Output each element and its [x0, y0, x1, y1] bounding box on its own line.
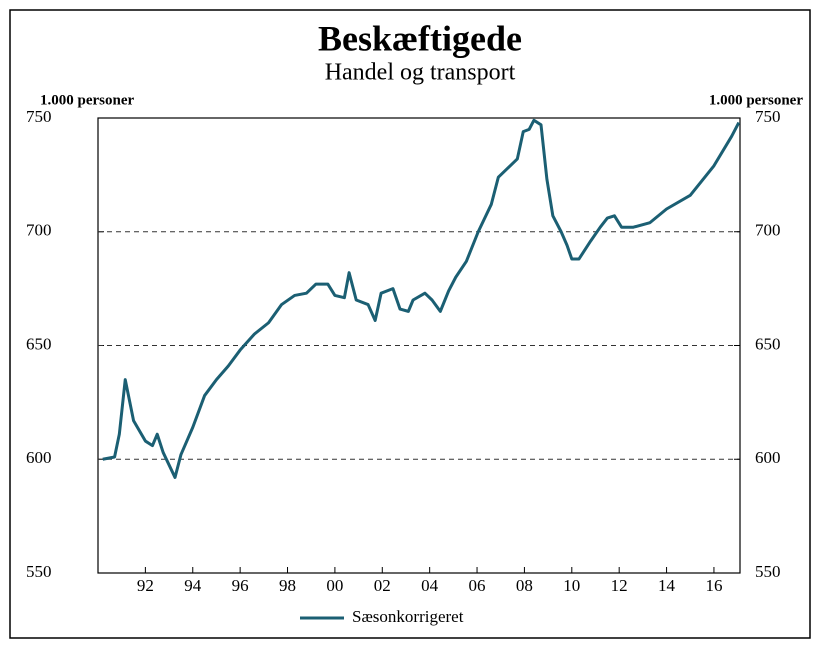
series-line	[102, 118, 741, 479]
x-tick-label: 02	[374, 576, 391, 595]
legend-label: Sæsonkorrigeret	[352, 607, 464, 626]
x-tick-label: 92	[137, 576, 154, 595]
y2-tick-label: 650	[755, 334, 781, 353]
y-tick-label: 600	[26, 448, 52, 467]
y2-tick-label: 550	[755, 562, 781, 581]
y-tick-label: 650	[26, 334, 52, 353]
y-axis-label: 1.000 personer	[40, 92, 134, 108]
y-tick-label: 550	[26, 562, 52, 581]
y2-axis-label: 1.000 personer	[709, 92, 803, 108]
chart-title: Beskæftigede	[318, 18, 522, 58]
chart-subtitle: Handel og transport	[325, 60, 516, 86]
plot-frame	[97, 117, 741, 574]
y2-tick-label: 700	[755, 221, 781, 240]
x-tick-label: 08	[516, 576, 533, 595]
x-tick-label: 00	[326, 576, 343, 595]
x-tick-label: 98	[279, 576, 296, 595]
y2-tick-label: 750	[755, 107, 781, 126]
y-tick-label: 700	[26, 221, 52, 240]
x-tick-label: 06	[469, 576, 486, 595]
frame	[9, 9, 811, 639]
y-tick-label: 750	[26, 107, 52, 126]
x-tick-label: 14	[658, 576, 676, 595]
x-tick-label: 16	[705, 576, 722, 595]
x-tick-label: 10	[563, 576, 580, 595]
y2-tick-label: 600	[755, 448, 781, 467]
x-tick-label: 04	[421, 576, 439, 595]
x-tick-label: 96	[232, 576, 249, 595]
x-tick-label: 12	[611, 576, 628, 595]
x-tick-label: 94	[184, 576, 202, 595]
